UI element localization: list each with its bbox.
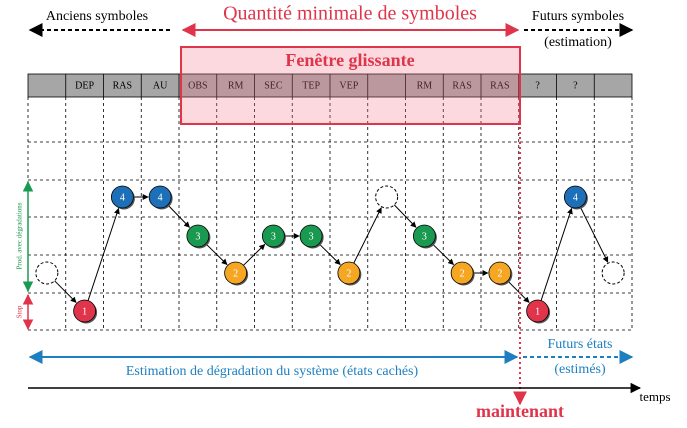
state-label: 3	[195, 231, 200, 242]
state-label: 1	[82, 306, 87, 317]
degraded-label: Prod. avec dégradations	[16, 202, 24, 269]
state-label: 1	[535, 306, 540, 317]
state-label: 2	[460, 268, 465, 279]
min-window-label: Quantité minimale de symboles	[223, 3, 477, 25]
grid	[27, 97, 633, 331]
symbol: RM	[228, 80, 244, 91]
time-label: temps	[639, 389, 670, 404]
now-label: maintenant	[476, 401, 564, 421]
transition	[540, 207, 573, 301]
symbol: RM	[417, 80, 433, 91]
future-states-note: (estimés)	[554, 362, 606, 377]
state	[488, 261, 512, 285]
state	[299, 224, 323, 248]
state	[450, 261, 474, 285]
state	[224, 261, 248, 285]
symbol: ?	[535, 80, 540, 91]
symbol: VEP	[339, 80, 358, 91]
state-label: 4	[120, 192, 125, 203]
future-note: (estimation)	[544, 35, 612, 50]
symbol: ?	[573, 80, 578, 91]
state	[412, 224, 436, 248]
past-label: Anciens symboles	[46, 9, 148, 24]
states: 1 4 4 3 2 3 3 2 3 2 2 1 4	[35, 185, 625, 324]
symbol: RAS	[452, 80, 471, 91]
symbol: SEC	[264, 80, 283, 91]
symbol: RAS	[490, 80, 509, 91]
state	[563, 185, 587, 209]
estimation-label: Estimation de dégradation du système (ét…	[126, 364, 419, 379]
state-label: 3	[422, 231, 427, 242]
symbol: RAS	[113, 80, 132, 91]
unknown-state	[35, 261, 59, 285]
transition	[318, 243, 341, 266]
state-label: 3	[309, 231, 314, 242]
future-label: Futurs symboles	[532, 9, 624, 24]
transition	[243, 243, 266, 266]
symbol: DEP	[75, 80, 94, 91]
transition	[205, 243, 228, 266]
transition	[431, 243, 454, 266]
transition	[507, 280, 530, 303]
transition	[393, 204, 417, 228]
state	[186, 224, 210, 248]
state	[261, 224, 285, 248]
state-label: 2	[346, 268, 351, 279]
sliding-window	[180, 46, 521, 125]
symbol: AU	[153, 80, 168, 91]
window-title: Fenêtre glissante	[285, 50, 414, 70]
transition	[167, 204, 190, 228]
transition	[353, 207, 382, 264]
symbols: DEP RAS AU OBS RM SEC TEP VEP RM RAS RAS??	[65, 74, 595, 97]
stop-label: Stop	[16, 305, 24, 318]
state-label: 3	[271, 231, 276, 242]
transition	[54, 280, 77, 303]
symbol: OBS	[188, 80, 207, 91]
unknown-state	[601, 261, 625, 285]
symbol: TEP	[302, 80, 320, 91]
transition	[87, 207, 120, 301]
state	[110, 185, 134, 209]
state-label: 4	[158, 192, 163, 203]
transition	[579, 206, 609, 263]
state	[148, 185, 172, 209]
unknown-state	[375, 185, 399, 209]
state-label: 4	[573, 192, 578, 203]
state-label: 2	[233, 268, 238, 279]
state	[73, 299, 97, 323]
state-label: 2	[497, 268, 502, 279]
state	[526, 299, 550, 323]
state	[337, 261, 361, 285]
future-states-label: Futurs états	[548, 337, 613, 352]
